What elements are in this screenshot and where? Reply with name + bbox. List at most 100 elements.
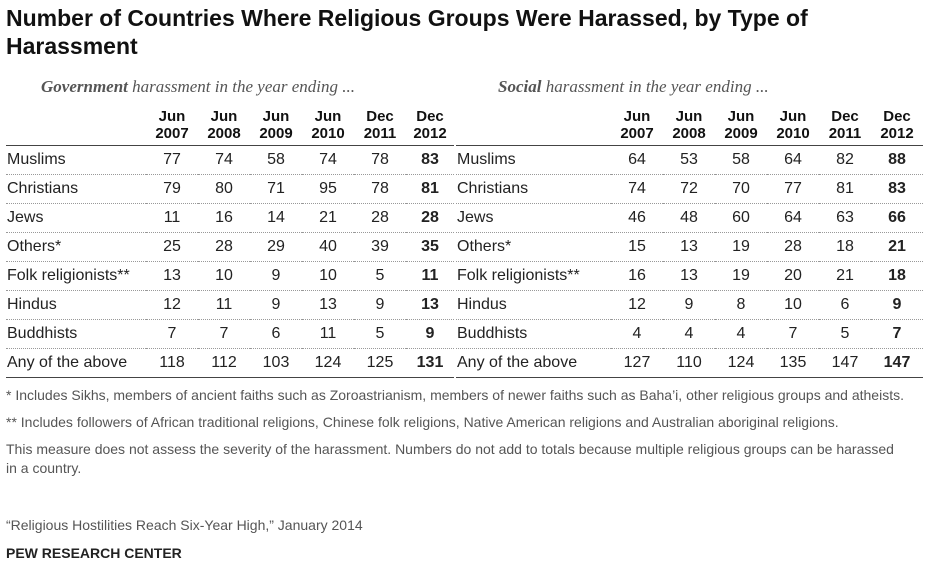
- table-cell: 21: [302, 203, 354, 233]
- table-cell: 72: [663, 174, 715, 204]
- table-cell: 70: [715, 174, 767, 204]
- table-cell: 11: [302, 319, 354, 349]
- table-cell: 58: [250, 145, 302, 175]
- column-header-month: Jun: [623, 108, 651, 125]
- social-table-row: Hindus 12 9 8 10 6 9: [456, 290, 923, 320]
- government-table-row: Others* 25 28 29 40 39 35: [6, 232, 454, 262]
- table-cell: 63: [819, 203, 871, 233]
- table-cell: 88: [871, 145, 923, 175]
- table-cell: 21: [819, 261, 871, 291]
- column-header-year: 2011: [363, 125, 397, 142]
- column-header-year: 2012: [880, 125, 914, 142]
- table-cell: 83: [406, 145, 454, 175]
- table-cell: 11: [198, 290, 250, 320]
- social-table-row: Muslims 64 53 58 64 82 88: [456, 145, 923, 175]
- row-label: Folk religionists**: [456, 261, 611, 291]
- table-cell: 78: [354, 174, 406, 204]
- table-cell: 135: [767, 348, 819, 378]
- table-cell: 125: [354, 348, 406, 378]
- table-cell: 28: [354, 203, 406, 233]
- table-cell: 9: [250, 261, 302, 291]
- column-header-month: Jun: [727, 108, 755, 125]
- row-label: Jews: [6, 203, 146, 233]
- table-cell: 29: [250, 232, 302, 262]
- social-column-header: Jun 2010: [767, 108, 819, 146]
- column-header-year: 2011: [828, 125, 862, 142]
- row-label: Jews: [456, 203, 611, 233]
- table-cell: 11: [406, 261, 454, 291]
- table-cell: 5: [819, 319, 871, 349]
- column-header-month: Dec: [416, 108, 444, 125]
- row-label: Folk religionists**: [6, 261, 146, 291]
- column-header-year: 2009: [259, 125, 293, 142]
- table-cell: 118: [146, 348, 198, 378]
- table-cell: 5: [354, 319, 406, 349]
- footnote-measure: This measure does not assess the severit…: [6, 441, 894, 476]
- row-label: Hindus: [6, 290, 146, 320]
- social-column-header: Jun 2008: [663, 108, 715, 146]
- column-header-month: Jun: [314, 108, 342, 125]
- row-label: Muslims: [456, 145, 611, 175]
- column-header-month: Dec: [831, 108, 859, 125]
- table-cell: 9: [871, 290, 923, 320]
- government-table-row: Any of the above 118 112 103 124 125 131: [6, 348, 454, 378]
- table-cell: 58: [715, 145, 767, 175]
- table-cell: 71: [250, 174, 302, 204]
- table-cell: 78: [354, 145, 406, 175]
- social-table-row: Buddhists 4 4 4 7 5 7: [456, 319, 923, 349]
- social-header-row: Jun 2007 Jun 2008 Jun 2009 Jun 2010 Dec 2011 Dec 20…: [456, 108, 923, 146]
- table-cell: 4: [611, 319, 663, 349]
- table-cell: 13: [663, 261, 715, 291]
- table-cell: 82: [819, 145, 871, 175]
- government-column-header: Jun 2010: [302, 108, 354, 146]
- government-header-row: Jun 2007 Jun 2008 Jun 2009 Jun 2010 Dec 2011 Dec 20…: [6, 108, 454, 146]
- table-cell: 124: [715, 348, 767, 378]
- table-cell: 74: [198, 145, 250, 175]
- social-table-row: Any of the above 127 110 124 135 147 147: [456, 348, 923, 378]
- table-cell: 7: [871, 319, 923, 349]
- table-cell: 28: [406, 203, 454, 233]
- column-header-year: 2012: [413, 125, 447, 142]
- table-cell: 16: [611, 261, 663, 291]
- table-cell: 19: [715, 232, 767, 262]
- table-cell: 21: [871, 232, 923, 262]
- table-cell: 6: [819, 290, 871, 320]
- row-label: Hindus: [456, 290, 611, 320]
- table-cell: 13: [146, 261, 198, 291]
- table-cell: 11: [146, 203, 198, 233]
- table-cell: 20: [767, 261, 819, 291]
- row-label: Christians: [6, 174, 146, 204]
- table-cell: 7: [198, 319, 250, 349]
- column-header-year: 2010: [776, 125, 810, 142]
- social-heading-bold: Social: [498, 77, 542, 96]
- row-label: Buddhists: [6, 319, 146, 349]
- column-header-year: 2007: [155, 125, 189, 142]
- column-header-month: Jun: [675, 108, 703, 125]
- table-cell: 48: [663, 203, 715, 233]
- table-cell: 14: [250, 203, 302, 233]
- table-cell: 95: [302, 174, 354, 204]
- government-table-row: Jews 11 16 14 21 28 28: [6, 203, 454, 233]
- table-cell: 18: [871, 261, 923, 291]
- table-cell: 74: [611, 174, 663, 204]
- table-cell: 9: [354, 290, 406, 320]
- government-heading-rest: harassment in the year ending ...: [127, 77, 355, 96]
- government-table-row: Buddhists 7 7 6 11 5 9: [6, 319, 454, 349]
- table-cell: 40: [302, 232, 354, 262]
- table-cell: 5: [354, 261, 406, 291]
- table-cell: 7: [767, 319, 819, 349]
- column-header-month: Dec: [883, 108, 911, 125]
- column-header-year: 2008: [672, 125, 706, 142]
- table-cell: 39: [354, 232, 406, 262]
- government-heading-bold: Government: [41, 77, 128, 96]
- table-cell: 147: [819, 348, 871, 378]
- table-cell: 15: [611, 232, 663, 262]
- government-table-row: Hindus 12 11 9 13 9 13: [6, 290, 454, 320]
- table-cell: 53: [663, 145, 715, 175]
- social-table-row: Christians 74 72 70 77 81 83: [456, 174, 923, 204]
- source-note: “Religious Hostilities Reach Six-Year Hi…: [6, 517, 363, 533]
- social-table-row: Jews 46 48 60 64 63 66: [456, 203, 923, 233]
- government-header-blank: [6, 108, 146, 146]
- social-column-header: Dec 2011: [819, 108, 871, 146]
- table-cell: 16: [198, 203, 250, 233]
